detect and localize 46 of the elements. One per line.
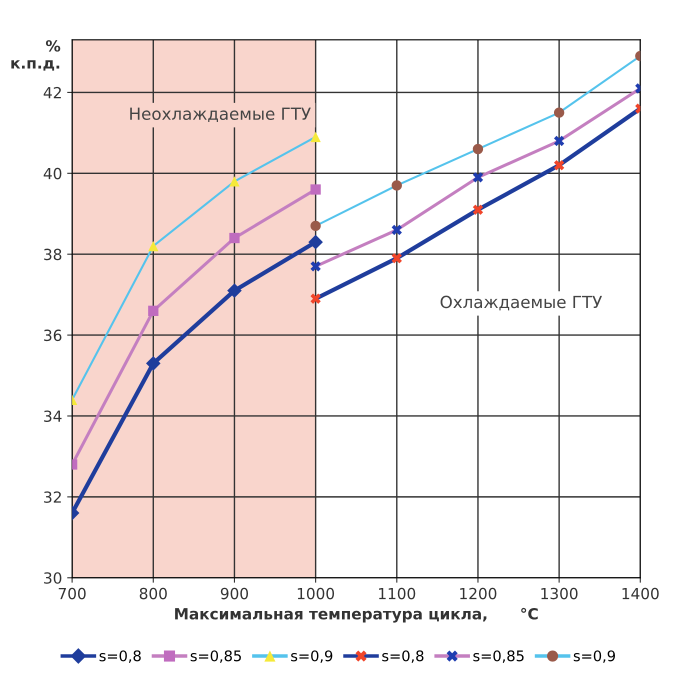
y-tick-label: 40 bbox=[44, 168, 62, 180]
y-tick-label: 32 bbox=[44, 491, 61, 503]
legend-label: s=0,85 bbox=[473, 650, 524, 663]
x-tick-label: 700 bbox=[58, 588, 86, 600]
point bbox=[554, 160, 564, 170]
legend-label: s=0,8 bbox=[100, 650, 141, 663]
x-tick-label: 1100 bbox=[379, 588, 416, 600]
point bbox=[310, 220, 321, 232]
point bbox=[310, 261, 321, 272]
point bbox=[472, 144, 484, 154]
y-tick-label: 38 bbox=[44, 248, 62, 260]
x-tick-label: 1000 bbox=[298, 588, 334, 600]
y-tick-label: 34 bbox=[44, 410, 62, 422]
point bbox=[392, 253, 402, 264]
point bbox=[472, 204, 484, 215]
point bbox=[308, 234, 323, 250]
y-tick-label: 36 bbox=[44, 330, 62, 342]
point bbox=[554, 136, 564, 146]
y-axis-title: % к.п.д. bbox=[11, 40, 60, 71]
point bbox=[229, 232, 240, 244]
point bbox=[310, 294, 321, 304]
legend-label: s=0,85 bbox=[190, 650, 241, 663]
y-tick-label: 30 bbox=[44, 572, 62, 584]
annotation: Охлаждаемые ГТУ bbox=[440, 296, 602, 310]
legend-label: s=0,9 bbox=[291, 650, 332, 663]
point bbox=[227, 283, 242, 298]
point bbox=[146, 356, 161, 371]
x-tick-label: 1400 bbox=[622, 588, 659, 600]
point bbox=[472, 172, 484, 183]
x-tick-label: 900 bbox=[220, 588, 248, 600]
point bbox=[148, 240, 158, 252]
point bbox=[310, 184, 321, 195]
point bbox=[554, 107, 564, 118]
point bbox=[229, 176, 240, 187]
annotation: Неохлаждаемые ГТУ bbox=[130, 108, 311, 122]
legend-label: s=0,9 bbox=[574, 650, 615, 663]
y-tick-label: 42 bbox=[44, 86, 61, 98]
x-tick-label: 1200 bbox=[460, 588, 496, 600]
x-axis-title: Максимальная температура цикла, °C bbox=[175, 608, 538, 623]
x-tick-label: 1300 bbox=[541, 588, 578, 600]
point bbox=[392, 180, 402, 191]
x-tick-label: 800 bbox=[140, 588, 167, 600]
point bbox=[310, 132, 321, 142]
point bbox=[392, 224, 402, 236]
point bbox=[148, 306, 158, 316]
legend-label: s=0,8 bbox=[382, 650, 424, 663]
